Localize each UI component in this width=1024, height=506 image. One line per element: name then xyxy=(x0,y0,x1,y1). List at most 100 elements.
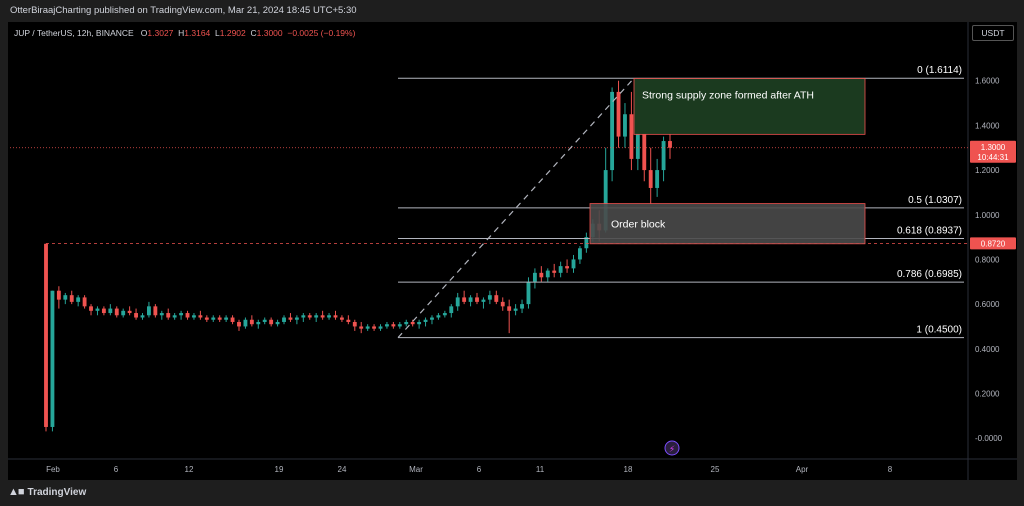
candle-body xyxy=(127,310,132,314)
candle-body xyxy=(275,321,280,325)
supply-zone-label: Strong supply zone formed after ATH xyxy=(642,90,814,102)
candle-body xyxy=(352,321,357,327)
candle-body xyxy=(545,270,550,278)
lightning-icon xyxy=(664,440,680,456)
candle-body xyxy=(442,313,447,316)
fib-trend-line xyxy=(397,77,635,339)
x-tick-label: 6 xyxy=(114,465,119,474)
candle-body xyxy=(89,306,93,311)
candle-body xyxy=(301,315,306,318)
candle-body xyxy=(198,315,203,318)
candle-body xyxy=(101,308,106,314)
candle-body xyxy=(668,141,672,148)
candle-body xyxy=(455,297,460,307)
current-price-label: 1.3000 xyxy=(981,143,1006,152)
symbol-legend: JUP / TetherUS, 12h, BINANCE O1.3027 H1.… xyxy=(14,28,355,38)
candle-body xyxy=(571,259,576,269)
candle-body xyxy=(584,237,589,249)
y-tick-label: 0.8000 xyxy=(975,255,1000,264)
candle-body xyxy=(256,321,261,325)
y-tick-label: 1.2000 xyxy=(975,166,1000,175)
x-tick-label: Feb xyxy=(46,465,60,474)
candle-body xyxy=(346,319,351,322)
brand-label: TradingView xyxy=(27,486,87,498)
candle-body xyxy=(449,306,454,314)
fib-level-label: 0.5 (1.0307) xyxy=(908,195,962,206)
candle-body xyxy=(172,315,177,318)
candle-body xyxy=(185,313,190,318)
candle-body xyxy=(629,114,634,159)
candle-body xyxy=(417,321,422,325)
supply-zone-box xyxy=(633,78,866,135)
x-tick-label: 18 xyxy=(624,465,633,474)
bottom-bar xyxy=(0,480,1024,506)
candle-body xyxy=(378,326,383,329)
candle-body xyxy=(56,290,61,300)
candle-body xyxy=(262,319,267,322)
ath-price-tag xyxy=(970,237,1016,250)
candle-body xyxy=(635,125,640,159)
candle-body xyxy=(513,308,518,311)
candle-body xyxy=(217,317,222,320)
tradingview-brand[interactable]: ▲■ TradingView xyxy=(8,486,86,498)
candle-body xyxy=(230,317,235,322)
candle-body xyxy=(436,315,441,318)
y-tick-label: 0.2000 xyxy=(975,389,1000,398)
candle-body xyxy=(192,315,196,318)
candle-body xyxy=(108,308,113,314)
candle-body xyxy=(385,324,389,327)
order-block-box xyxy=(589,203,866,245)
candle-body xyxy=(76,297,81,302)
candle-body xyxy=(558,266,563,273)
y-tick-label: 0.4000 xyxy=(975,345,1000,354)
candle-body xyxy=(82,297,87,307)
close-value: 1.3000 xyxy=(256,28,283,38)
candle-body xyxy=(134,313,138,318)
candle-body xyxy=(204,317,209,320)
high-label: H xyxy=(178,28,185,38)
candle-body xyxy=(487,295,492,300)
lightning-icon-glyph: ⚡ xyxy=(669,445,675,455)
candle-body xyxy=(95,308,100,311)
candle-body xyxy=(320,315,325,318)
candle-body xyxy=(333,315,338,318)
candle-body xyxy=(404,321,409,325)
y-tick-label: 1.0000 xyxy=(975,211,1000,220)
low-label: L xyxy=(215,28,220,38)
candle-body xyxy=(153,306,158,316)
candle-body xyxy=(237,321,241,327)
close-label: C xyxy=(250,28,257,38)
x-tick-label: 24 xyxy=(338,465,347,474)
current-price-tag xyxy=(970,140,1016,163)
currency-button[interactable]: USDT xyxy=(972,25,1014,41)
candle-body xyxy=(655,170,660,188)
top-bar: OtterBiraajCharting published on Trading… xyxy=(0,0,1024,22)
candle-body xyxy=(140,315,145,318)
high-value: 1.3164 xyxy=(184,28,211,38)
candle-body xyxy=(397,324,402,327)
y-tick-label: 0.6000 xyxy=(975,300,1000,309)
candle-body xyxy=(307,315,312,318)
x-tick-label: 25 xyxy=(711,465,720,474)
order-block-label: Order block xyxy=(611,219,666,231)
fib-level-label: 0.786 (0.6985) xyxy=(897,269,962,280)
candle-body xyxy=(603,170,608,231)
candle-body xyxy=(507,306,512,311)
candle-body xyxy=(494,295,499,302)
countdown-label: 10:44:31 xyxy=(977,153,1009,162)
x-tick-label: Apr xyxy=(796,465,809,474)
symbol-title[interactable]: JUP / TetherUS, 12h, BINANCE xyxy=(14,28,134,38)
candle-body xyxy=(365,326,370,329)
fib-level-label: 1 (0.4500) xyxy=(916,325,962,336)
candle-body xyxy=(468,297,473,302)
candle-body xyxy=(249,319,254,325)
candle-body xyxy=(159,313,164,316)
x-tick-label: 11 xyxy=(536,465,545,474)
candle-body xyxy=(339,317,344,320)
candle-body xyxy=(610,91,615,171)
x-tick-label: 19 xyxy=(275,465,284,474)
candle-body xyxy=(114,308,119,316)
candle-body xyxy=(642,125,647,171)
candle-body xyxy=(372,326,377,329)
